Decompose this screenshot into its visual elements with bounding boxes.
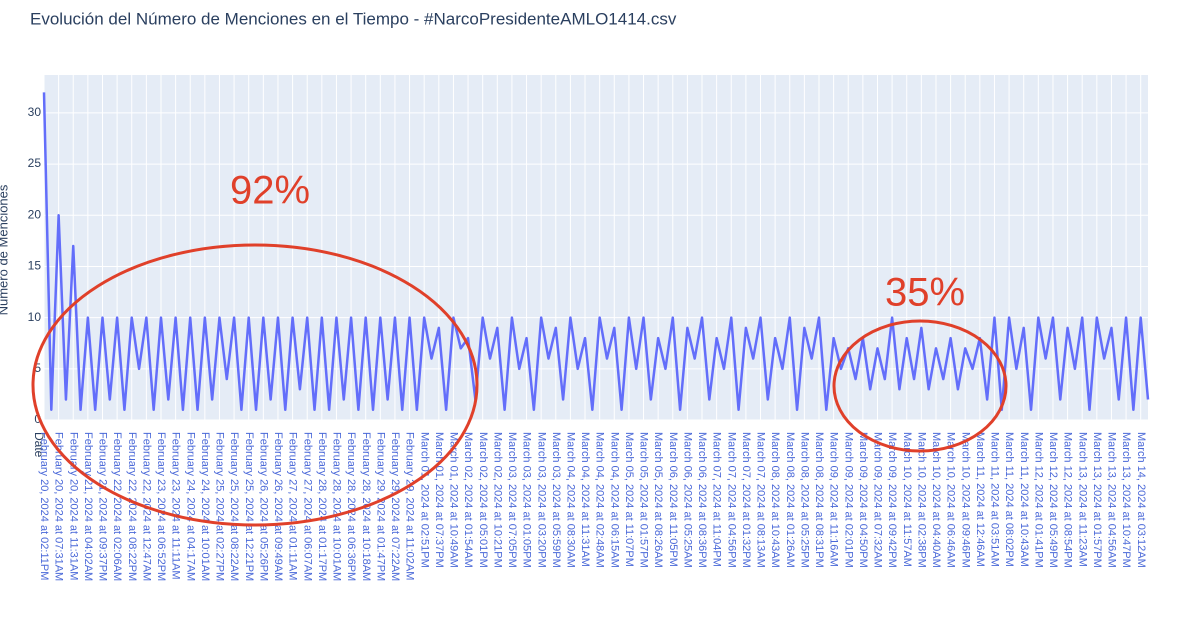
x-tick-label: February 27, 2024 at 01:11AM	[287, 432, 299, 580]
x-tick-label: March 04, 2024 at 08:30AM	[565, 432, 577, 568]
y-tick-label: 0	[34, 412, 41, 426]
x-tick-label: February 28, 2024 at 01:17PM	[316, 432, 328, 581]
x-tick-label: March 05, 2024 at 01:57PM	[638, 432, 650, 568]
x-tick-label: February 25, 2024 at 02:27PM	[214, 432, 226, 581]
x-tick-label: March 12, 2024 at 08:54PM	[1062, 432, 1074, 568]
y-tick-label: 20	[28, 207, 42, 221]
x-tick-label: March 11, 2024 at 10:43AM	[1018, 432, 1030, 567]
x-tick-label: February 22, 2024 at 02:06AM	[111, 432, 123, 581]
x-tick-label: March 09, 2024 at 07:32AM	[872, 432, 884, 568]
annotation: 92%	[230, 169, 310, 213]
x-tick-label: March 13, 2024 at 01:57PM	[1091, 432, 1103, 568]
x-tick-label: February 20, 2024 at 11:31AM	[67, 432, 79, 580]
x-tick-label: March 13, 2024 at 10:47PM	[1120, 432, 1132, 568]
x-tick-label: February 24, 2024 at 10:01AM	[199, 432, 211, 581]
x-tick-label: March 11, 2024 at 03:51AM	[989, 432, 1001, 567]
x-tick-label: March 01, 2024 at 10:49AM	[448, 432, 460, 568]
x-tick-label: March 09, 2024 at 04:50PM	[857, 432, 869, 568]
x-axis-title: Date	[32, 432, 46, 458]
x-tick-label: March 10, 2024 at 04:40AM	[930, 432, 942, 568]
x-tick-label: March 03, 2024 at 07:05PM	[506, 432, 518, 568]
highlight-ellipse	[31, 243, 479, 527]
y-tick-label: 15	[28, 259, 42, 273]
x-tick-label: February 26, 2024 at 09:49AM	[272, 432, 284, 581]
y-tick-label: 5	[34, 361, 41, 375]
x-tick-label: February 24, 2024 at 04:17AM	[184, 432, 196, 581]
x-tick-label: March 04, 2024 at 11:31AM	[579, 432, 591, 567]
x-tick-label: March 07, 2024 at 01:32PM	[740, 432, 752, 568]
x-tick-label: March 04, 2024 at 06:15AM	[608, 432, 620, 568]
x-tick-label: February 23, 2024 at 11:11AM	[170, 432, 182, 580]
x-tick-label: February 21, 2024 at 09:37PM	[97, 432, 109, 581]
x-tick-label: February 21, 2024 at 04:02AM	[82, 432, 94, 581]
x-tick-label: February 22, 2024 at 08:22PM	[126, 432, 138, 581]
y-tick-label: 25	[28, 156, 42, 170]
x-tick-label: March 03, 2024 at 03:20PM	[535, 432, 547, 568]
x-tick-label: March 03, 2024 at 01:05PM	[521, 432, 533, 568]
y-axis-title: Número de Menciones	[0, 184, 10, 315]
x-tick-label: March 05, 2024 at 08:26AM	[652, 432, 664, 568]
x-tick-label: March 07, 2024 at 11:04PM	[711, 432, 723, 567]
x-tick-label: March 11, 2024 at 12:46AM	[974, 432, 986, 567]
x-tick-label: February 25, 2024 at 08:22AM	[228, 432, 240, 581]
x-tick-label: March 14, 2024 at 03:12AM	[1135, 432, 1147, 568]
x-tick-label: March 08, 2024 at 08:31PM	[813, 432, 825, 568]
annotation: 35%	[885, 271, 965, 315]
x-tick-label: February 25, 2024 at 12:21PM	[243, 432, 255, 581]
x-tick-label: March 13, 2024 at 04:56AM	[1106, 432, 1118, 568]
x-tick-label: March 09, 2024 at 02:01PM	[842, 432, 854, 568]
x-tick-label: March 11, 2024 at 08:02PM	[1003, 432, 1015, 567]
x-tick-label: February 29, 2024 at 11:02AM	[404, 432, 416, 580]
x-tick-label: March 08, 2024 at 01:26AM	[784, 432, 796, 568]
line	[42, 92, 1150, 412]
x-tick-label: February 23, 2024 at 06:52PM	[155, 432, 167, 581]
x-tick-label: March 02, 2024 at 01:54AM	[462, 432, 474, 568]
x-tick-label: March 10, 2024 at 02:38PM	[915, 432, 927, 568]
x-tick-label: March 05, 2024 at 11:07PM	[623, 432, 635, 567]
x-tick-label: March 10, 2024 at 06:46AM	[945, 432, 957, 568]
x-tick-label: March 12, 2024 at 05:49PM	[1047, 432, 1059, 568]
y-tick-label: 10	[28, 310, 42, 324]
x-tick-label: February 20, 2024 at 07:31AM	[53, 432, 65, 581]
x-tick-label: March 06, 2024 at 05:25AM	[681, 432, 693, 568]
x-tick-label: March 09, 2024 at 11:16AM	[828, 432, 840, 567]
chart-title: Evolución del Número de Menciones en el …	[30, 9, 677, 28]
x-tick-label: March 06, 2024 at 11:05PM	[667, 432, 679, 567]
x-tick-label: February 26, 2024 at 05:26PM	[257, 432, 269, 581]
x-tick-label: March 07, 2024 at 08:13AM	[755, 432, 767, 568]
x-tick-label: March 01, 2024 at 02:51PM	[418, 432, 430, 568]
x-tick-label: February 20, 2024 at 02:11PM	[38, 432, 50, 580]
x-tick-label: March 09, 2024 at 09:42PM	[886, 432, 898, 568]
x-tick-label: February 29, 2024 at 01:47PM	[374, 432, 386, 581]
x-tick-label: February 29, 2024 at 07:22AM	[389, 432, 401, 581]
x-tick-label: March 10, 2024 at 11:57AM	[901, 432, 913, 567]
x-tick-label: March 03, 2024 at 05:59PM	[550, 432, 562, 568]
x-tick-label: March 08, 2024 at 10:43AM	[769, 432, 781, 568]
x-tick-label: March 06, 2024 at 08:36PM	[696, 432, 708, 568]
x-tick-label: March 08, 2024 at 05:25PM	[798, 432, 810, 568]
x-tick-label: March 07, 2024 at 04:56PM	[725, 432, 737, 568]
x-tick-label: February 28, 2024 at 06:36PM	[345, 432, 357, 581]
x-tick-label: March 01, 2024 at 07:37PM	[433, 432, 445, 568]
x-tick-label: March 02, 2024 at 10:21PM	[491, 432, 503, 568]
x-tick-label: March 10, 2024 at 09:46PM	[959, 432, 971, 568]
y-tick-label: 30	[28, 105, 42, 119]
highlight-ellipse	[832, 319, 1008, 453]
x-tick-label: March 13, 2024 at 11:23AM	[1076, 432, 1088, 567]
x-tick-label: March 04, 2024 at 02:48AM	[594, 432, 606, 568]
x-tick-label: February 28, 2024 at 10:01AM	[331, 432, 343, 581]
x-tick-label: March 12, 2024 at 01:41PM	[1032, 432, 1044, 568]
x-tick-label: February 27, 2024 at 06:07AM	[301, 432, 313, 581]
x-tick-label: March 02, 2024 at 05:01PM	[477, 432, 489, 568]
